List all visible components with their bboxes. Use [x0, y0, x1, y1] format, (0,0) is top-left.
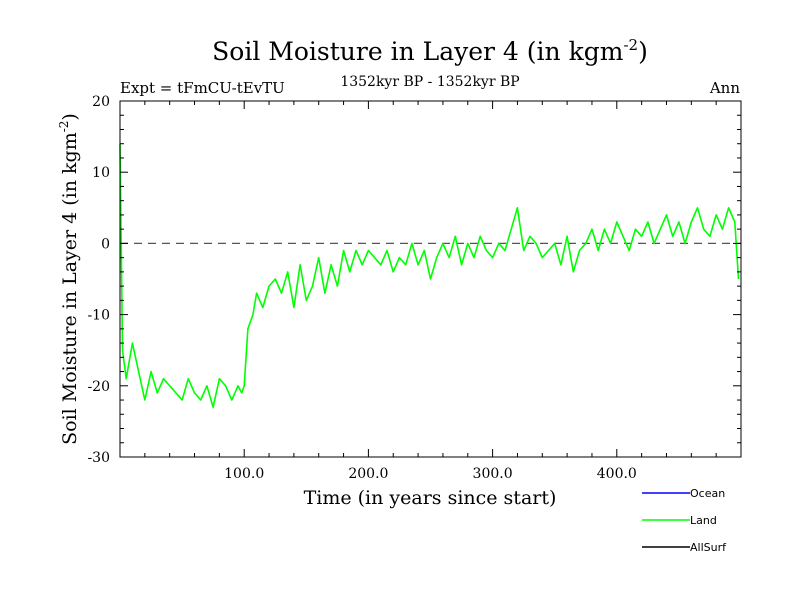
y-tick-label: -30: [87, 450, 110, 466]
y-tick-label: 10: [92, 165, 110, 181]
x-tick-label: 200.0: [348, 466, 388, 482]
chart-title-superscript: -2: [623, 36, 638, 54]
series-line-land: [119, 143, 740, 409]
y-axis-label-close: ): [59, 113, 81, 120]
y-axis-label-superscript: -2: [57, 121, 71, 133]
y-tick-label: 0: [101, 236, 110, 252]
x-axis-label: Time (in years since start): [304, 487, 557, 509]
legend-label-land: Land: [690, 514, 717, 527]
series-layer: [119, 143, 740, 409]
x-tick-label: 300.0: [473, 466, 513, 482]
x-tick-label: 100.0: [224, 466, 264, 482]
legend-label-ocean: Ocean: [690, 487, 725, 500]
y-tick-label: -10: [87, 308, 110, 324]
x-tick-label: 400.0: [597, 466, 637, 482]
y-tick-label: -20: [87, 379, 110, 395]
y-axis-label: Soil Moisture in Layer 4 (in kgm-2): [57, 113, 81, 445]
chart-title-close: ): [638, 37, 648, 66]
legend-label-allsurf: AllSurf: [690, 541, 727, 554]
tick-layer: [120, 100, 741, 458]
season-label: Ann: [709, 79, 740, 97]
period-label: 1352kyr BP - 1352kyr BP: [340, 74, 519, 90]
legend: Ocean Land AllSurf: [642, 487, 727, 554]
plot-frame: [119, 100, 742, 458]
chart-title: Soil Moisture in Layer 4 (in kgm-2): [212, 36, 648, 66]
experiment-label: Expt = tFmCU-tEvTU: [120, 79, 285, 97]
y-tick-label: 20: [92, 94, 110, 110]
